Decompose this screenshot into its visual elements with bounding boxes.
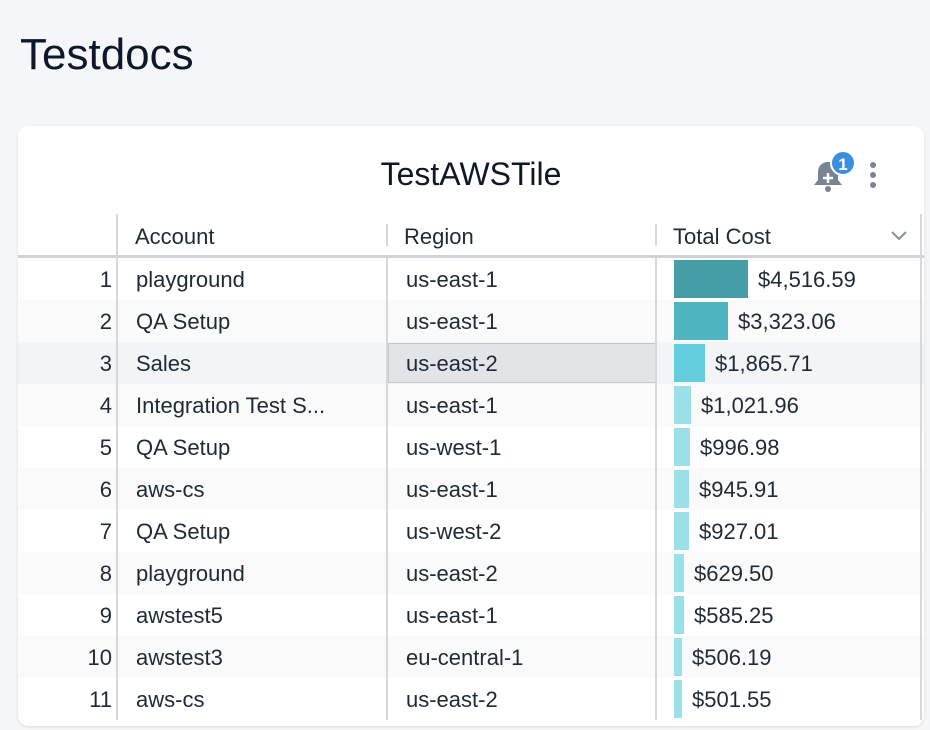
table-row[interactable]: 1 playground us-east-1 $4,516.59	[18, 258, 924, 300]
row-number: 3	[99, 351, 112, 376]
cost-bar	[674, 512, 689, 550]
table-row[interactable]: 11 aws-cs us-east-2 $501.55	[18, 678, 924, 720]
table-row[interactable]: 7 QA Setup us-west-2 $927.01	[18, 510, 924, 552]
cost-bar	[674, 302, 728, 340]
cost-bar	[674, 596, 684, 634]
page-title: Testdocs	[20, 30, 194, 79]
cost-bar	[674, 386, 691, 424]
table-row[interactable]: 6 aws-cs us-east-1 $945.91	[18, 468, 924, 510]
region-cell[interactable]: us-east-1	[406, 393, 498, 418]
row-number: 9	[99, 603, 112, 628]
column-header-account[interactable]: Account	[135, 224, 215, 249]
cost-cell[interactable]: $996.98	[700, 435, 780, 460]
table-row[interactable]: 5 QA Setup us-west-1 $996.98	[18, 426, 924, 468]
column-header-total-cost[interactable]: Total Cost	[673, 224, 771, 249]
account-cell[interactable]: Integration Test S...	[136, 393, 326, 418]
row-number: 11	[89, 687, 112, 712]
row-number: 5	[99, 435, 112, 460]
selected-cell[interactable]	[388, 343, 656, 383]
chevron-down-icon[interactable]	[890, 230, 908, 242]
account-cell[interactable]: aws-cs	[136, 687, 205, 712]
more-vertical-icon[interactable]	[870, 162, 876, 192]
region-cell[interactable]: us-west-2	[406, 519, 502, 544]
table-row[interactable]: 4 Integration Test S... us-east-1 $1,021…	[18, 384, 924, 426]
column-header-region[interactable]: Region	[404, 224, 474, 249]
cost-bar	[674, 428, 690, 466]
account-cell[interactable]: QA Setup	[136, 519, 231, 544]
table-body: 1 playground us-east-1 $4,516.59 2 QA Se…	[18, 258, 924, 720]
table-header: Account Region Total Cost	[18, 214, 924, 258]
cost-table: Account Region Total Cost 1 playground u…	[18, 214, 924, 720]
region-cell[interactable]: us-west-1	[406, 435, 502, 460]
row-number: 6	[99, 477, 112, 502]
account-cell[interactable]: playground	[136, 267, 245, 292]
cost-bar	[674, 554, 684, 592]
region-cell[interactable]: us-east-2	[406, 687, 498, 712]
account-cell[interactable]: QA Setup	[136, 435, 231, 460]
table-row[interactable]: 8 playground us-east-2 $629.50	[18, 552, 924, 594]
region-cell[interactable]: us-east-2	[406, 561, 498, 586]
row-number: 10	[87, 645, 112, 670]
table-row[interactable]: 2 QA Setup us-east-1 $3,323.06	[18, 300, 924, 342]
table-row[interactable]: 10 awstest3 eu-central-1 $506.19	[18, 636, 924, 678]
account-cell[interactable]: QA Setup	[136, 309, 231, 334]
region-cell[interactable]: us-east-2	[406, 351, 498, 376]
cost-cell[interactable]: $585.25	[694, 603, 774, 628]
region-cell[interactable]: us-east-1	[406, 603, 498, 628]
region-cell[interactable]: us-east-1	[406, 309, 498, 334]
row-number: 8	[99, 561, 112, 586]
cost-cell[interactable]: $506.19	[692, 645, 772, 670]
row-number: 1	[99, 267, 112, 292]
account-cell[interactable]: Sales	[136, 351, 192, 376]
cost-cell[interactable]: $945.91	[699, 477, 779, 502]
row-number: 2	[99, 309, 112, 334]
cost-cell[interactable]: $4,516.59	[758, 267, 856, 292]
cost-cell[interactable]: $501.55	[692, 687, 772, 712]
cost-bar	[674, 638, 682, 676]
cost-bar	[674, 680, 682, 718]
row-number: 7	[99, 519, 112, 544]
cost-bar	[674, 470, 689, 508]
table-row[interactable]: 3 Sales us-east-2 $1,865.71	[18, 342, 924, 384]
cost-cell[interactable]: $629.50	[694, 561, 774, 586]
account-cell[interactable]: playground	[136, 561, 245, 586]
cost-cell[interactable]: $3,323.06	[738, 309, 836, 334]
tile-title: TestAWSTile	[380, 156, 562, 192]
account-cell[interactable]: aws-cs	[136, 477, 205, 502]
cost-cell[interactable]: $1,021.96	[701, 393, 799, 418]
cost-bar	[674, 344, 705, 382]
cost-cell[interactable]: $927.01	[699, 519, 779, 544]
cost-bar	[674, 260, 748, 298]
table-row[interactable]: 9 awstest5 us-east-1 $585.25	[18, 594, 924, 636]
cost-cell[interactable]: $1,865.71	[715, 351, 813, 376]
row-number: 4	[99, 393, 112, 418]
aws-tile: TestAWSTile 1 Account Region Total Cost …	[18, 126, 924, 726]
account-cell[interactable]: awstest3	[136, 645, 223, 670]
account-cell[interactable]: awstest5	[136, 603, 223, 628]
notification-badge: 1	[830, 150, 856, 176]
region-cell[interactable]: eu-central-1	[406, 645, 524, 670]
region-cell[interactable]: us-east-1	[406, 267, 498, 292]
region-cell[interactable]: us-east-1	[406, 477, 498, 502]
